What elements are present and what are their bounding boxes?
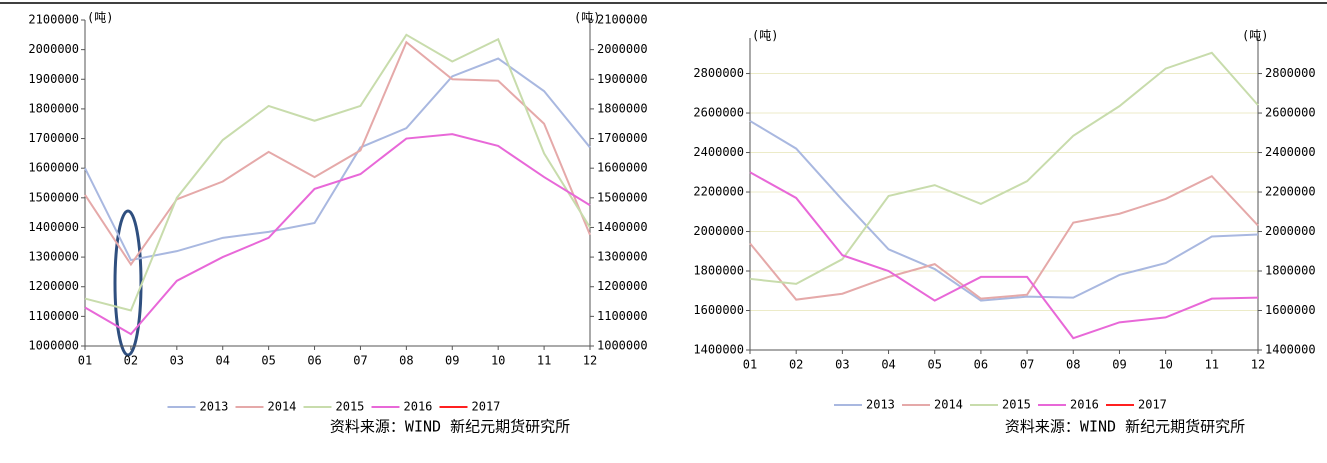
- y-tick-label: 1400000: [28, 220, 79, 234]
- y-tick-label: 1400000: [693, 343, 744, 357]
- x-tick-label: 05: [928, 358, 942, 372]
- series-line: [749, 51, 1259, 285]
- x-tick-label: 08: [399, 354, 413, 368]
- y-tick-label: 2000000: [693, 224, 744, 238]
- y2-tick-label: 2400000: [1265, 145, 1316, 159]
- y2-tick-label: 1800000: [597, 101, 648, 115]
- y-unit: (吨): [752, 29, 778, 43]
- legend-label: 2015: [1002, 398, 1031, 412]
- y-tick-label: 1500000: [28, 190, 79, 204]
- y-tick-label: 1200000: [28, 279, 79, 293]
- x-tick-label: 04: [881, 358, 895, 372]
- y-tick-label: 1600000: [28, 161, 79, 175]
- y2-tick-label: 2200000: [1265, 185, 1316, 199]
- y2-tick-label: 1200000: [597, 279, 648, 293]
- y2-tick-label: 1600000: [597, 161, 648, 175]
- y2-tick-label: 1500000: [597, 190, 648, 204]
- legend-label: 2015: [336, 400, 365, 414]
- y2-tick-label: 1600000: [1265, 303, 1316, 317]
- legend-label: 2016: [1070, 398, 1099, 412]
- y2-tick-label: 1900000: [597, 72, 648, 86]
- y2-tick-label: 1400000: [1265, 343, 1316, 357]
- y-tick-label: 1600000: [693, 303, 744, 317]
- x-tick-label: 01: [78, 354, 92, 368]
- y-tick-label: 1100000: [28, 309, 79, 323]
- x-tick-label: 09: [445, 354, 459, 368]
- x-tick-label: 07: [353, 354, 367, 368]
- y2-tick-label: 2000000: [1265, 224, 1316, 238]
- y2-unit: (吨): [574, 11, 600, 25]
- y-tick-label: 1800000: [693, 264, 744, 278]
- x-tick-label: 10: [1158, 358, 1172, 372]
- x-tick-label: 11: [537, 354, 551, 368]
- x-tick-label: 04: [216, 354, 230, 368]
- x-tick-label: 03: [835, 358, 849, 372]
- y-tick-label: 2400000: [693, 145, 744, 159]
- y2-tick-label: 1300000: [597, 250, 648, 264]
- y-tick-label: 1300000: [28, 250, 79, 264]
- y-tick-label: 1000000: [28, 339, 79, 353]
- x-tick-label: 06: [307, 354, 321, 368]
- series-line: [84, 133, 591, 336]
- x-tick-label: 06: [974, 358, 988, 372]
- series-line: [749, 120, 1259, 302]
- x-tick-label: 03: [170, 354, 184, 368]
- x-tick-label: 02: [124, 354, 138, 368]
- series-line: [749, 171, 1259, 340]
- y2-tick-label: 1000000: [597, 339, 648, 353]
- series-line: [749, 175, 1259, 301]
- series-line: [84, 33, 591, 312]
- x-tick-label: 07: [1020, 358, 1034, 372]
- y2-tick-label: 2800000: [1265, 66, 1316, 80]
- y2-tick-label: 1800000: [1265, 264, 1316, 278]
- y-tick-label: 1800000: [28, 101, 79, 115]
- y-tick-label: 2600000: [693, 106, 744, 120]
- legend-label: 2013: [200, 400, 229, 414]
- y2-tick-label: 2600000: [1265, 106, 1316, 120]
- highlight-ellipse: [113, 209, 143, 357]
- y2-tick-label: 1100000: [597, 309, 648, 323]
- x-tick-label: 12: [583, 354, 597, 368]
- x-tick-label: 09: [1112, 358, 1126, 372]
- x-tick-label: 12: [1251, 358, 1265, 372]
- series-line: [84, 57, 591, 262]
- y2-tick-label: 2100000: [597, 13, 648, 27]
- x-tick-label: 01: [743, 358, 757, 372]
- x-tick-label: 05: [261, 354, 275, 368]
- y2-tick-label: 2000000: [597, 42, 648, 56]
- legend-label: 2017: [1138, 398, 1167, 412]
- x-tick-label: 11: [1205, 358, 1219, 372]
- x-tick-label: 08: [1066, 358, 1080, 372]
- x-tick-label: 02: [789, 358, 803, 372]
- legend-label: 2014: [934, 398, 963, 412]
- y2-tick-label: 1700000: [597, 131, 648, 145]
- legend-label: 2017: [472, 400, 501, 414]
- y-tick-label: 1900000: [28, 72, 79, 86]
- legend-label: 2013: [866, 398, 895, 412]
- y-tick-label: 2800000: [693, 66, 744, 80]
- series-line: [84, 40, 591, 267]
- legend-label: 2016: [404, 400, 433, 414]
- y-tick-label: 2000000: [28, 42, 79, 56]
- legend-label: 2014: [268, 400, 297, 414]
- source-note: 资料来源：WIND 新纪元期货研究所: [1005, 418, 1245, 436]
- y2-unit: (吨): [1242, 29, 1268, 43]
- source-note: 资料来源：WIND 新纪元期货研究所: [330, 418, 570, 436]
- y2-tick-label: 1400000: [597, 220, 648, 234]
- x-tick-label: 10: [491, 354, 505, 368]
- y-unit: (吨): [87, 11, 113, 25]
- y-tick-label: 1700000: [28, 131, 79, 145]
- y-tick-label: 2200000: [693, 185, 744, 199]
- y-tick-label: 2100000: [28, 13, 79, 27]
